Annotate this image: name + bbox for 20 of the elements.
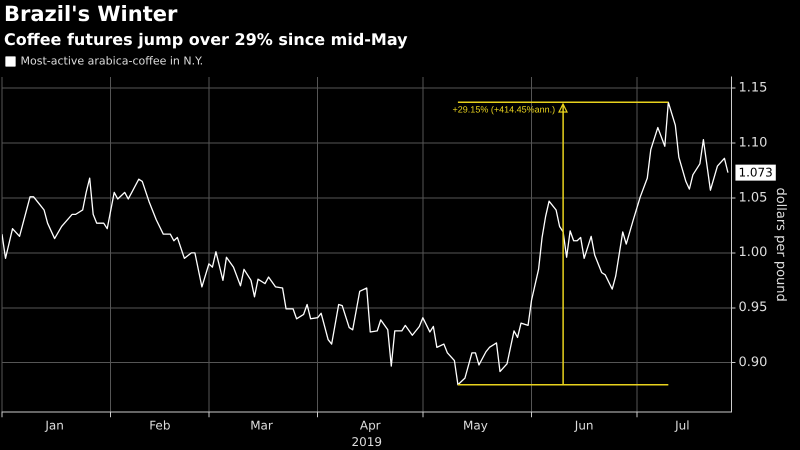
ref-line-label: +29.15% (+414.45%ann.) (452, 104, 556, 114)
x-axis-title: 2019 (351, 434, 382, 449)
y-tick-label: 0.95 (738, 300, 768, 316)
y-tick-label: 1.15 (738, 80, 768, 96)
x-tick-label: Mar (250, 418, 273, 433)
annotation: 1.073 (738, 166, 773, 180)
y-tick-label: 1.05 (738, 190, 768, 206)
x-tick-label: Jan (44, 418, 64, 433)
x-tick-label: Jul (674, 418, 690, 433)
x-tick-label: May (463, 418, 488, 433)
y-tick-label: 1.10 (738, 135, 768, 150)
x-tick-label: Feb (149, 418, 170, 433)
chart-subtitle: Coffee futures jump over 29% since mid-May (4, 30, 408, 49)
x-tick-label: Apr (360, 418, 381, 433)
y-tick-label: 1.00 (738, 245, 768, 260)
y-axis-title: dollars per pound (772, 187, 788, 302)
legend-label: Most-active arabica-coffee in N.Y. (20, 54, 204, 68)
x-tick-label: Jun (574, 418, 594, 433)
y-tick-label: 0.90 (738, 355, 768, 370)
chart-title: Brazil's Winter (4, 2, 178, 26)
